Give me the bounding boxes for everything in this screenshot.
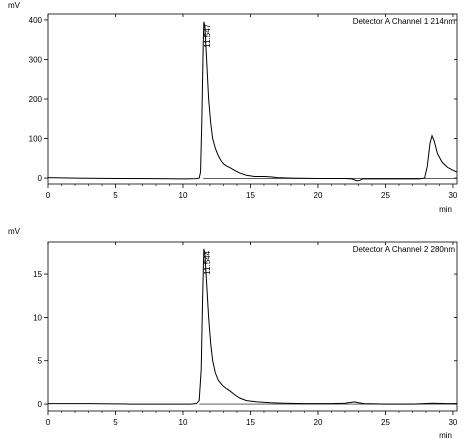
signal-line (47, 21, 458, 182)
signal-trace: 11.544 (48, 248, 457, 405)
x-tick-label: 0 (46, 418, 51, 427)
y-tick-label: 0 (38, 400, 43, 409)
signal-line (48, 248, 457, 405)
legend-label: Detector A Channel 1 214nm (353, 17, 456, 26)
peak-retention-label: 11.547 (203, 23, 212, 47)
signal-trace: 11.547 (47, 21, 458, 182)
x-tick-label: 5 (113, 418, 118, 427)
x-tick-label: 15 (246, 418, 255, 427)
axis-ticks: 0 5 10 15 20 25 30 0 5 10 15 (33, 242, 458, 427)
y-unit-label: mV (8, 227, 21, 236)
y-tick-label: 100 (29, 135, 43, 144)
x-tick-label: 15 (246, 191, 255, 200)
plot-frame (47, 13, 458, 185)
x-tick-label: 10 (179, 418, 188, 427)
x-tick-label: 5 (113, 191, 118, 200)
y-tick-label: 200 (29, 95, 43, 104)
chromatogram-panel-channel-2: mV Detector A Channel 2 280nm min 0 5 10 15… (8, 227, 458, 439)
x-tick-label: 30 (448, 191, 457, 200)
chromatogram-panel-channel-1: mV Detector A Channel 1 214nm min 0 5 10 15… (8, 1, 458, 214)
legend-label: Detector A Channel 2 280nm (353, 245, 456, 254)
x-tick-label: 20 (314, 418, 323, 427)
x-tick-label: 30 (448, 418, 457, 427)
peak-retention-label: 11.544 (203, 250, 212, 274)
x-tick-label: 10 (179, 191, 188, 200)
plot-frame (47, 241, 458, 412)
y-tick-label: 10 (33, 313, 42, 322)
y-tick-label: 400 (29, 16, 43, 25)
y-tick-label: 5 (38, 357, 43, 366)
y-tick-label: 300 (29, 55, 43, 64)
x-unit-label: min (439, 431, 452, 439)
x-tick-label: 20 (314, 191, 323, 200)
x-unit-label: min (439, 205, 452, 214)
y-tick-label: 15 (33, 270, 42, 279)
y-tick-label: 0 (38, 174, 43, 183)
x-tick-label: 25 (381, 418, 390, 427)
x-tick-label: 0 (46, 191, 51, 200)
x-tick-label: 25 (381, 191, 390, 200)
y-unit-label: mV (8, 1, 21, 10)
